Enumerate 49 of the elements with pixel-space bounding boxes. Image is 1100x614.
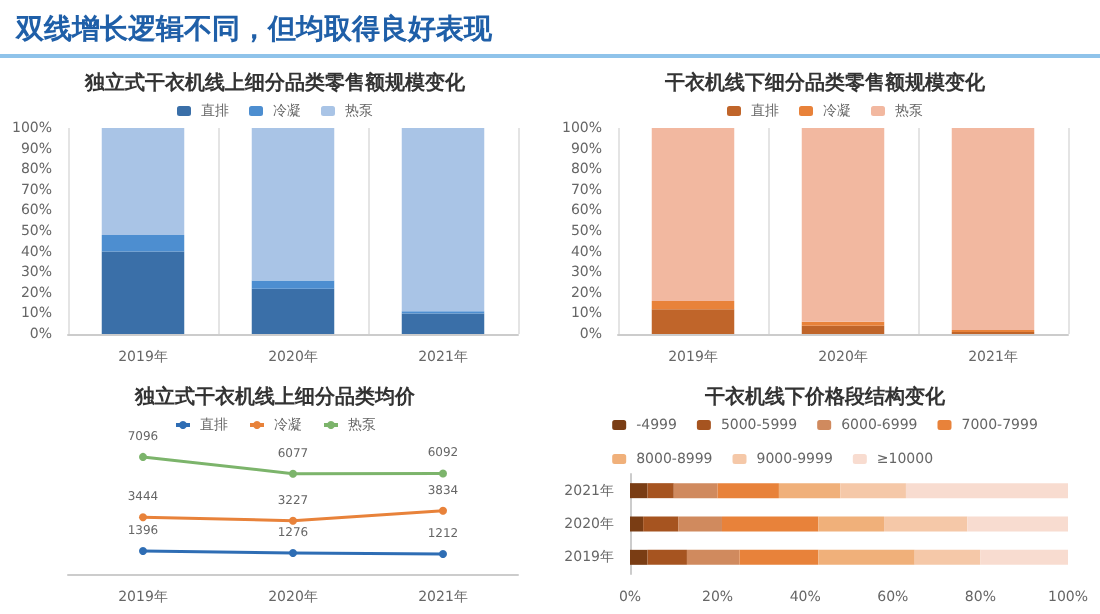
bar: [818, 516, 885, 532]
bar: [951, 128, 1035, 330]
point: [439, 469, 447, 478]
bar: [721, 516, 819, 532]
bar: [101, 235, 185, 252]
point: [439, 506, 447, 515]
bar: [251, 128, 335, 281]
bar: [686, 549, 740, 565]
bar: [630, 516, 644, 532]
bar: [101, 251, 185, 334]
bar: [630, 549, 648, 565]
point: [439, 550, 447, 558]
bar: [630, 483, 648, 499]
chart-title: 独立式干衣机线上细分品类零售额规模变化: [83, 71, 467, 95]
bar: [651, 128, 735, 302]
bar: [643, 516, 679, 532]
bar: [801, 128, 885, 322]
bar: [739, 549, 819, 565]
point: [289, 548, 297, 557]
bar: [101, 128, 185, 236]
point: [289, 469, 297, 478]
text: 双线增长逻辑不同，但均取得良好表现: [16, 14, 492, 46]
point: [139, 452, 147, 461]
bar: [884, 516, 968, 532]
point: [289, 516, 297, 525]
bar: [401, 313, 485, 334]
bar: [651, 301, 735, 310]
bar: [647, 483, 674, 499]
chart-title: 干衣机线下细分品类零售额规模变化: [663, 71, 987, 95]
bar: [980, 549, 1068, 565]
bar: [914, 549, 981, 565]
bar: [818, 549, 915, 565]
bar: [673, 483, 718, 499]
point: [139, 513, 147, 522]
bar: [717, 483, 779, 499]
chart-title: 干衣机线下价格段结构变化: [703, 385, 947, 409]
bar: [840, 483, 906, 499]
bar: [905, 483, 1068, 499]
bar: [678, 516, 722, 532]
bar: [778, 483, 841, 499]
bar: [251, 288, 335, 334]
bar: [801, 325, 885, 334]
bar: [401, 128, 485, 312]
bar: [647, 549, 687, 565]
point: [139, 546, 147, 555]
bar: [251, 280, 335, 289]
bar: [651, 309, 735, 334]
bar: [967, 516, 1068, 532]
chart-title: 独立式干衣机线上细分品类均价: [133, 385, 417, 409]
